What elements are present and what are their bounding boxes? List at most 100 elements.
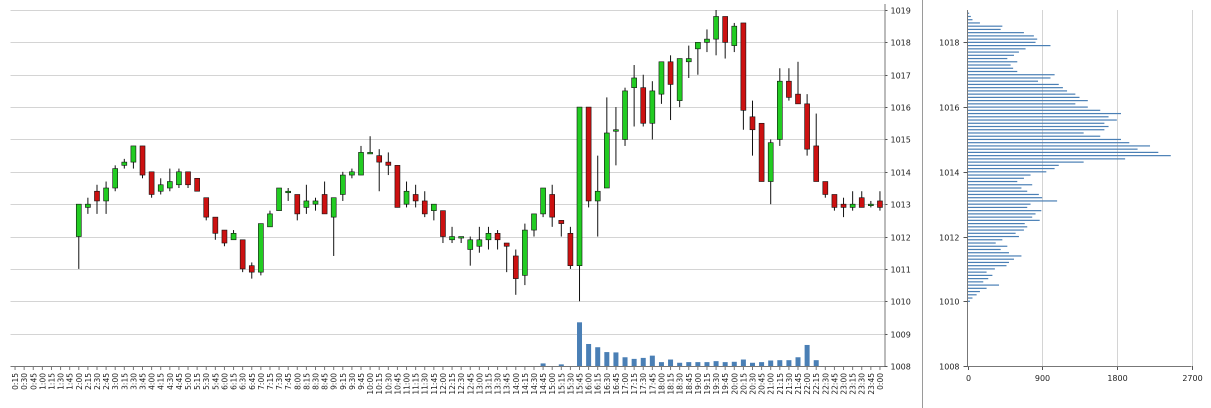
profile-bar: [967, 203, 1031, 205]
candle-body: [576, 106, 583, 266]
profile-bar: [967, 87, 1063, 89]
profile-bar: [967, 200, 1058, 202]
profile-bar: [967, 242, 996, 244]
x-tick-label: 13:30: [494, 373, 503, 395]
candle-body: [148, 171, 155, 195]
profile-bar: [967, 158, 1126, 160]
profile-bar: [967, 235, 1019, 238]
profile-bar: [967, 90, 1068, 92]
x-tick-label: 23:00: [840, 373, 849, 395]
x-tick-label: 13:00: [475, 373, 484, 395]
x-tick-label: 11:15: [412, 373, 421, 395]
volume-bar: [658, 362, 664, 366]
volume-bar: [731, 361, 737, 366]
x-tick-label: 15:30: [566, 373, 575, 395]
candle-body: [340, 174, 346, 195]
x-tick-label: 10:00: [366, 373, 375, 395]
volume-bar: [668, 359, 674, 366]
profile-bar: [967, 148, 1138, 150]
volume-bars: [540, 322, 819, 366]
profile-bar: [967, 223, 1025, 225]
volume-bar: [595, 347, 601, 366]
x-tick-label: 19:00: [694, 373, 703, 395]
volume-bar: [622, 357, 628, 366]
profile-y-tick-label: 1014: [939, 169, 959, 178]
x-tick-label: 6:15: [230, 373, 239, 390]
candle-body: [221, 229, 228, 244]
profile-bar: [967, 32, 1024, 34]
profile-bar: [967, 54, 1014, 56]
profile-bar: [967, 184, 1033, 186]
candle-body: [203, 197, 210, 218]
x-tick-label: 1:00: [38, 373, 47, 390]
y-tick-label: 1018: [891, 39, 911, 48]
x-tick-label: 9:45: [357, 373, 366, 390]
candle-body: [613, 129, 619, 132]
profile-bar: [967, 116, 1109, 118]
x-tick-label: 4:30: [166, 373, 175, 390]
profile-bar: [967, 174, 1031, 176]
profile-bar: [967, 284, 1000, 286]
x-tick-label: 5:45: [211, 373, 220, 390]
x-tick-label: 2:00: [75, 373, 84, 390]
profile-bar: [967, 57, 1008, 60]
profile-bar: [967, 193, 1039, 196]
x-tick-label: 4:15: [157, 373, 166, 390]
candle-body: [258, 223, 264, 273]
profile-bar: [967, 271, 987, 273]
candle-body: [831, 194, 838, 208]
profile-bar: [967, 125, 1109, 128]
x-tick-label: 15:45: [576, 373, 585, 395]
volume-bar: [722, 362, 728, 366]
x-tick-label: 14:30: [530, 373, 539, 395]
candle-body: [813, 145, 820, 182]
profile-price-axis: 1008 1010 1012 1014 1016 1018: [939, 10, 968, 372]
profile-bar: [967, 74, 1055, 76]
volume-bar: [604, 352, 610, 366]
profile-bar: [967, 155, 1171, 157]
profile-bars: [967, 12, 1171, 302]
x-tick-label: 10:45: [393, 373, 402, 395]
profile-y-tick-label: 1010: [939, 298, 959, 307]
profile-bar: [967, 45, 1051, 47]
x-tick-label: 16:30: [603, 373, 612, 395]
candlestick-chart: 1008 1009 1010 1011 1012 1013 1014 1015 1016 1017…: [10, 4, 911, 395]
volume-bar: [613, 352, 619, 366]
x-tick-label: 20:30: [748, 373, 757, 395]
profile-bar: [967, 145, 1151, 147]
profile-bar: [967, 219, 1040, 221]
volume-bar: [804, 344, 810, 366]
x-tick-label: 9:15: [339, 373, 348, 390]
profile-x-tick-label: 900: [1035, 374, 1050, 383]
candle-body: [840, 203, 847, 208]
x-tick-label: 14:00: [512, 373, 521, 395]
profile-bar: [967, 197, 1043, 199]
candle-body: [667, 61, 674, 85]
candle-body: [412, 194, 419, 202]
volume-bar: [558, 364, 564, 366]
volume-bar: [777, 360, 783, 366]
profile-bar: [967, 213, 1036, 215]
candle-body: [767, 142, 774, 182]
candle-body: [804, 103, 810, 150]
x-tick-label: 11:00: [403, 373, 412, 395]
x-tick-label: 22:00: [803, 373, 812, 395]
x-tick-label: 17:30: [639, 373, 648, 395]
candle-body: [503, 242, 510, 247]
x-tick-label: 22:30: [821, 373, 830, 395]
profile-y-tick-label: 1016: [939, 104, 959, 113]
candle-body: [622, 90, 628, 140]
candle-body: [385, 161, 392, 166]
volume-bar: [586, 343, 592, 366]
candle-body: [440, 210, 446, 237]
profile-volume-axis: 0 900 1800 2700: [966, 366, 1203, 383]
x-tick-label: 19:30: [712, 373, 721, 395]
volume-bar: [740, 359, 746, 366]
volume-bar: [713, 361, 719, 366]
profile-bar: [967, 245, 1008, 247]
profile-x-tick-label: 0: [966, 374, 971, 383]
candle-body: [94, 190, 100, 202]
candle-body: [722, 16, 728, 43]
x-tick-label: 13:45: [503, 373, 512, 395]
profile-bar: [967, 135, 1101, 137]
